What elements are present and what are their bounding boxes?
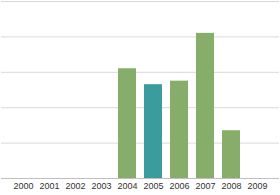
- svg-text:2002: 2002: [65, 181, 85, 191]
- svg-text:2009: 2009: [247, 181, 267, 191]
- svg-text:2003: 2003: [91, 181, 111, 191]
- svg-text:2007: 2007: [195, 181, 215, 191]
- svg-text:2000: 2000: [13, 181, 33, 191]
- svg-text:2006: 2006: [169, 181, 189, 191]
- svg-text:2004: 2004: [117, 181, 137, 191]
- svg-text:2001: 2001: [39, 181, 59, 191]
- svg-text:2005: 2005: [143, 181, 163, 191]
- svg-text:2008: 2008: [221, 181, 241, 191]
